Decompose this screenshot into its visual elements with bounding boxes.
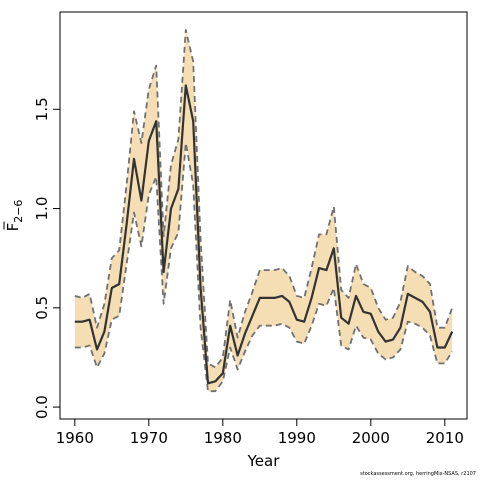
y-axis-label-main: F [4,223,22,232]
x-tick-label: 2010 [426,429,464,447]
x-axis-label: Year [247,452,281,470]
y-axis-label: F2−6 [3,200,25,232]
y-tick-label: 1.5 [33,97,51,121]
x-tick-label: 1990 [278,429,316,447]
x-axis: 1960 1970 1980 1990 2000 2010 [56,419,464,447]
svg-text:F2−6: F2−6 [4,200,25,232]
series-line [74,84,454,385]
credit-text: stockassessment.org, herringMix-NSAS, r2… [360,471,476,477]
y-tick-label: 1.0 [33,197,51,221]
x-tick-label: 1960 [56,429,94,447]
x-tick-label: 1970 [130,429,168,447]
plot-frame [59,11,468,420]
series-line-layer [74,84,454,385]
y-tick-label: 0.5 [33,296,51,320]
y-axis: 0.0 0.5 1.0 1.5 [33,97,60,419]
x-tick-label: 1980 [204,429,242,447]
y-axis-label-subscript: 2−6 [12,200,25,223]
x-tick-label: 2000 [352,429,390,447]
y-tick-label: 0.0 [33,395,51,419]
